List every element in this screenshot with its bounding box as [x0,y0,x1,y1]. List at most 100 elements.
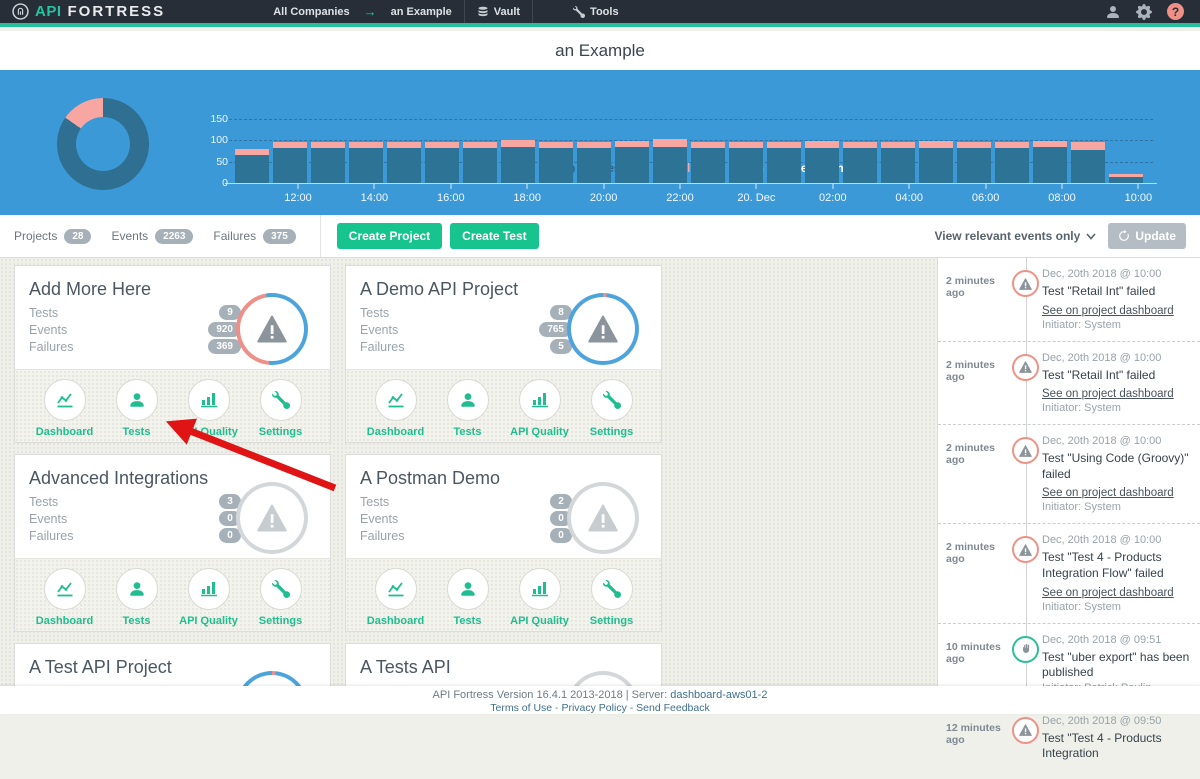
settings-wrench-icon [272,580,290,598]
settings-button[interactable]: Settings [581,568,643,631]
see-on-project-dashboard-link[interactable]: See on project dashboard [1042,388,1174,400]
create-test-button[interactable]: Create Test [450,223,538,249]
warning-triangle-icon [1019,278,1032,290]
dashboard-chart-icon [386,579,406,599]
api-quality-button-label: API Quality [178,426,240,438]
stat-label: Failures [360,340,404,354]
terms-of-use-link[interactable]: Terms of Use [490,702,552,714]
warning-triangle-icon [588,315,618,343]
api-quality-button[interactable]: API Quality [509,568,571,631]
dashboard-chart-icon [55,390,75,410]
nav-vault[interactable]: Vault [465,0,532,23]
bar [805,141,839,183]
settings-wrench-icon [603,391,621,409]
event-date: Dec, 20th 2018 @ 09:51 [1042,634,1192,646]
bar [577,142,611,183]
help-icon[interactable]: ? [1167,3,1184,20]
status-ring [236,293,308,365]
privacy-policy-link[interactable]: Privacy Policy [561,702,626,714]
api-quality-button[interactable]: API Quality [178,568,240,631]
api-quality-button[interactable]: API Quality [509,379,571,442]
stat-badge: 369 [208,339,241,354]
event-initiator: Initiator: System [1042,601,1192,613]
settings-button-label: Settings [250,426,312,438]
tests-button[interactable]: Tests [106,568,168,631]
toolbar-divider [320,215,321,257]
donut-hole [76,117,130,171]
api-quality-button[interactable]: API Quality [178,379,240,442]
x-tick [1062,184,1063,189]
bar [463,142,497,183]
warning-triangle-icon [1019,724,1032,736]
nav-current-company[interactable]: an Example [379,0,464,23]
bar [653,139,687,183]
settings-button[interactable]: Settings [250,568,312,631]
event-item: 2 minutes ago Dec, 20th 2018 @ 10:00 Tes… [938,425,1200,524]
status-ring-inner [240,297,304,361]
stat-projects: Projects 28 [14,229,91,244]
update-button[interactable]: Update [1108,223,1186,249]
status-ring [236,482,308,554]
settings-button[interactable]: Settings [581,379,643,442]
x-tick [450,184,451,189]
publish-hand-icon [1020,643,1032,655]
create-project-button[interactable]: Create Project [337,223,442,249]
card-action-bar: Dashboard Tests API Quality Settings [346,369,661,442]
donut-chart [57,98,149,190]
card-action-bar: Dashboard Tests API Quality Settings [15,369,330,442]
bar-chart [235,119,1143,183]
tests-button[interactable]: Tests [437,568,499,631]
footer-version-text: API Fortress Version 16.4.1 2013-2018 | … [433,689,668,701]
bar [767,142,801,183]
x-tick [756,184,757,189]
stat-label: Failures [29,340,73,354]
api-quality-bars-icon [531,391,549,409]
stat-projects-label: Projects [14,229,57,243]
dashboard-button[interactable]: Dashboard [34,568,96,631]
stat-label: Tests [29,306,58,320]
see-on-project-dashboard-link[interactable]: See on project dashboard [1042,487,1174,499]
stat-events-badge: 2263 [155,229,193,244]
dashboard-chart-icon [386,390,406,410]
api-quality-bars-icon [200,580,218,598]
stat-projects-badge: 28 [64,229,91,244]
send-feedback-link[interactable]: Send Feedback [636,702,710,714]
tests-button[interactable]: Tests [106,379,168,442]
bar [729,142,763,183]
refresh-icon [1118,230,1130,242]
user-icon[interactable] [1105,4,1121,20]
nav-right-icons: ? [1105,3,1188,20]
event-date: Dec, 20th 2018 @ 10:00 [1042,435,1192,447]
event-title: Test "Retail Int" failed [1042,368,1192,384]
dashboard-button[interactable]: Dashboard [365,568,427,631]
page-title: an Example [0,31,1200,70]
gear-icon[interactable] [1136,4,1152,20]
x-tick [680,184,681,189]
tests-button[interactable]: Tests [437,379,499,442]
nav-tools[interactable]: Tools [561,0,631,23]
see-on-project-dashboard-link[interactable]: See on project dashboard [1042,305,1174,317]
bar [1109,174,1143,183]
stat-label: Failures [360,529,404,543]
relevant-events-filter[interactable]: View relevant events only [934,229,1096,243]
bar [881,142,915,183]
tests-person-icon [459,391,477,409]
event-initiator: Initiator: System [1042,319,1192,331]
server-link[interactable]: dashboard-aws01-2 [670,689,767,701]
nav-all-companies[interactable]: All Companies [261,0,361,23]
settings-button[interactable]: Settings [250,379,312,442]
dashboard-button[interactable]: Dashboard [34,379,96,442]
event-status-badge [1012,437,1039,464]
dashboard-button[interactable]: Dashboard [365,379,427,442]
x-tick-label: 06:00 [972,192,1000,204]
see-on-project-dashboard-link[interactable]: See on project dashboard [1042,587,1174,599]
warning-triangle-icon [1019,361,1032,373]
stat-label: Tests [360,495,389,509]
